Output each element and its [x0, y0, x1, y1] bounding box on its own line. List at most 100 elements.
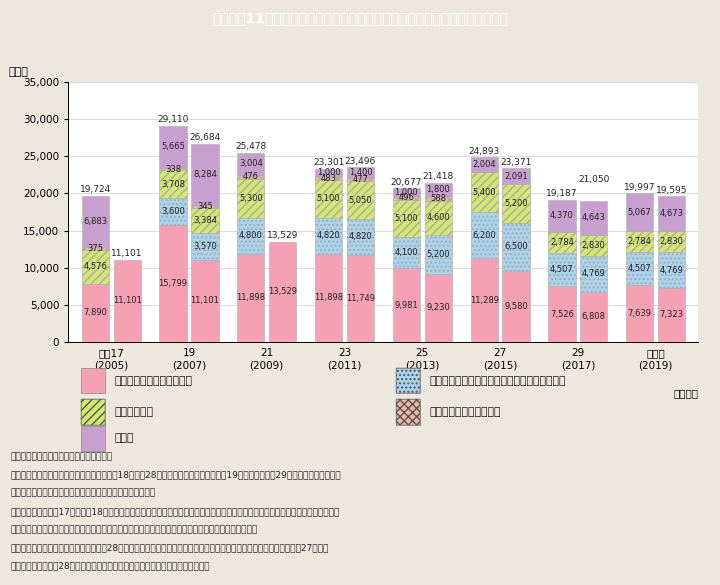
Text: 1,000: 1,000	[395, 188, 418, 197]
Bar	[159, 198, 186, 225]
Text: 15,799: 15,799	[158, 279, 187, 288]
Text: 9,981: 9,981	[395, 301, 418, 309]
Text: 5,100: 5,100	[317, 194, 341, 204]
Text: （件）: （件）	[9, 67, 28, 77]
Bar	[392, 268, 420, 342]
Text: 2,004: 2,004	[472, 160, 496, 169]
Bar	[658, 197, 685, 231]
Text: 7,639: 7,639	[628, 309, 652, 318]
Text: 7,526: 7,526	[550, 309, 574, 319]
Bar	[626, 252, 653, 285]
Bar	[81, 399, 105, 425]
Text: ている。時系列比較の際には留意を要する。: ている。時系列比較の際には留意を要する。	[11, 488, 156, 498]
Text: 4,800: 4,800	[239, 232, 263, 240]
Bar	[315, 218, 342, 254]
Bar	[81, 195, 109, 247]
Text: 6,500: 6,500	[504, 242, 528, 252]
Text: 4,370: 4,370	[550, 211, 574, 221]
Text: 4,507: 4,507	[550, 265, 574, 274]
Text: 当該年度の「その他」には，福利厚生及び定年・退職・解雇に関する相談件数を含む。: 当該年度の「その他」には，福利厚生及び定年・退職・解雇に関する相談件数を含む。	[11, 525, 258, 534]
Bar	[315, 254, 342, 342]
Bar	[192, 205, 218, 208]
Bar	[81, 247, 109, 250]
Text: 3,384: 3,384	[193, 216, 217, 225]
Text: 4,600: 4,600	[426, 214, 450, 222]
Bar	[626, 285, 653, 342]
Bar	[580, 201, 608, 235]
Text: 11,101: 11,101	[112, 249, 143, 258]
Text: 6,808: 6,808	[582, 312, 606, 321]
Bar	[81, 425, 105, 451]
Bar	[269, 242, 297, 342]
Bar	[658, 288, 685, 342]
Bar	[392, 238, 420, 268]
Bar	[580, 291, 608, 342]
Bar	[549, 253, 575, 286]
Text: ポジティブ・アクション: ポジティブ・アクション	[429, 407, 501, 417]
Text: 1,400: 1,400	[348, 168, 372, 177]
Text: 3,600: 3,600	[161, 207, 185, 216]
Bar	[425, 183, 452, 197]
Text: 6,883: 6,883	[84, 216, 107, 226]
Bar	[503, 223, 530, 271]
Bar	[392, 196, 420, 199]
Bar	[580, 256, 608, 291]
Text: 4,507: 4,507	[628, 264, 652, 273]
Text: ４．相談件数について，平成28年度よりポジティブ・アクションに関する相談を「その他」に含む等，平成27年度以: ４．相談件数について，平成28年度よりポジティブ・アクションに関する相談を「その…	[11, 543, 329, 552]
Text: 23,496: 23,496	[345, 157, 376, 166]
Text: 25,478: 25,478	[235, 142, 266, 152]
Text: 11,749: 11,749	[346, 294, 375, 303]
Text: 345: 345	[197, 202, 213, 211]
Text: 2,830: 2,830	[660, 238, 683, 246]
Text: 5,200: 5,200	[504, 199, 528, 208]
Text: 19,595: 19,595	[656, 186, 688, 195]
Bar	[396, 399, 420, 425]
Bar	[396, 368, 420, 393]
Text: 26,684: 26,684	[189, 133, 220, 142]
Text: 11,289: 11,289	[469, 296, 499, 305]
Bar	[470, 157, 498, 172]
Text: 11,101: 11,101	[191, 297, 220, 305]
Bar	[392, 188, 420, 196]
Text: 8,284: 8,284	[193, 170, 217, 179]
Text: 23,371: 23,371	[500, 158, 531, 167]
Text: 3,004: 3,004	[239, 159, 263, 168]
Text: 19,187: 19,187	[546, 189, 577, 198]
Text: 23,301: 23,301	[313, 159, 344, 167]
Text: ２．男女雇用機会均等法は，平成18年及び28年に改正され，それぞれ平成19年４月１日及び29年１月１日に施行され: ２．男女雇用機会均等法は，平成18年及び28年に改正され，それぞれ平成19年４月…	[11, 470, 341, 480]
Text: 前と28年度以降で算定方法が異なるため，単純比較はできない。: 前と28年度以降で算定方法が異なるため，単純比較はできない。	[11, 562, 210, 570]
Text: 4,769: 4,769	[660, 266, 683, 274]
Text: Ｉ－２－11図　男女雇用機会均等法に関する相談件数の推移（相談内容別）: Ｉ－２－11図 男女雇用機会均等法に関する相談件数の推移（相談内容別）	[212, 11, 508, 25]
Text: 6,200: 6,200	[472, 230, 496, 240]
Bar	[347, 167, 374, 178]
Text: 4,673: 4,673	[660, 209, 683, 218]
Bar	[192, 144, 218, 205]
Text: 5,100: 5,100	[395, 214, 418, 223]
Text: 4,100: 4,100	[395, 248, 418, 257]
Bar	[81, 368, 105, 393]
Bar	[626, 194, 653, 231]
Bar	[237, 175, 264, 178]
Bar	[81, 250, 109, 284]
Bar	[396, 399, 420, 425]
Bar	[396, 368, 420, 393]
Text: 375: 375	[87, 243, 103, 253]
Bar	[347, 219, 374, 255]
Bar	[192, 208, 218, 233]
Text: 483: 483	[320, 174, 336, 183]
Bar	[81, 284, 109, 342]
Bar	[237, 153, 264, 175]
Bar	[392, 199, 420, 238]
Bar	[347, 178, 374, 181]
Text: 588: 588	[431, 194, 446, 203]
Text: 7,890: 7,890	[84, 308, 107, 318]
Bar	[580, 235, 608, 256]
Text: 4,576: 4,576	[84, 262, 107, 271]
Text: 9,230: 9,230	[426, 304, 450, 312]
Text: 5,200: 5,200	[426, 250, 450, 259]
Bar	[425, 235, 452, 274]
Bar	[237, 254, 264, 342]
Bar	[159, 126, 186, 168]
Text: 婚姻，妊娠・出産等を理由とする不利益取扱い: 婚姻，妊娠・出産等を理由とする不利益取扱い	[429, 376, 566, 386]
Bar	[503, 271, 530, 342]
